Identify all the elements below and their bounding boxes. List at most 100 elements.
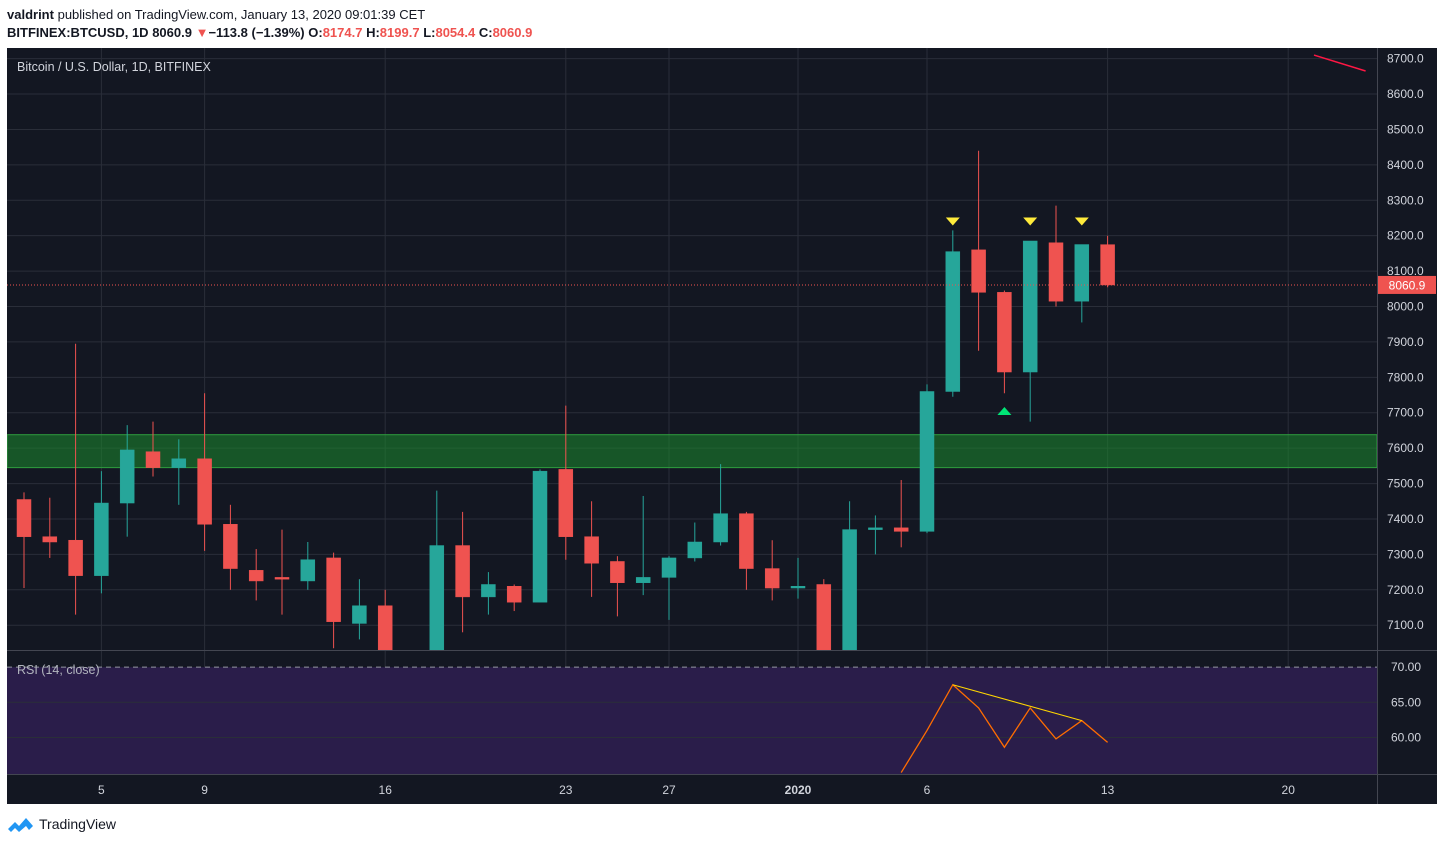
candle-body [558,469,574,537]
candle-body [868,527,883,530]
low-value: 8054.4 [435,25,476,40]
price-tick-label: 7800.0 [1387,370,1424,384]
bearish-marker-icon [945,217,960,226]
rsi-line [900,683,1109,773]
candle-body [532,470,548,603]
close-label: C: [478,25,493,40]
last-price-label: 8060.9 [1389,278,1426,292]
candle-body [1048,242,1064,302]
candle-body [248,570,264,582]
candle-body [764,568,780,589]
price-tick-label: 8300.0 [1387,193,1424,207]
price-tick-label: 8200.0 [1387,229,1424,243]
price-change: −113.8 (−1.39%) [208,25,305,40]
tradingview-logo-icon[interactable] [7,814,35,834]
candle-body [223,524,238,569]
candle-body [893,527,909,532]
open-label: O: [308,25,323,40]
price-tick-label: 7100.0 [1387,618,1424,632]
footer: TradingView [7,813,116,835]
last-price: 8060.9 [152,25,192,40]
interval[interactable]: 1D [131,25,149,40]
candle-body [429,545,445,651]
candle-body [687,541,703,559]
symbol-info: BITFINEX:BTCUSD, 1D 8060.9 ▼−113.8 (−1.3… [7,25,533,40]
price-tick-label: 8400.0 [1387,158,1424,172]
candle-body [94,502,109,576]
candle-body [68,539,83,576]
low-label: L: [423,25,436,40]
price-tick-label: 7500.0 [1387,477,1424,491]
candle-body [171,458,187,468]
rsi-tick-label: 60.00 [1391,730,1421,744]
candle-body [610,561,625,583]
price-tick-label: 7200.0 [1387,583,1424,597]
candle-body [739,513,754,569]
rsi-tick-label: 65.00 [1391,695,1421,709]
bullish-marker-icon [997,406,1012,415]
last-price-tag [1378,275,1436,294]
chart-header: valdrint published on TradingView.com, J… [7,6,532,42]
chart-svg[interactable]: 8060.9 7100.0 7200.0 7300.0 7400.0 7500.0 760… [7,48,1437,804]
price-tick-label: 8700.0 [1387,52,1424,66]
bearish-marker-icon [1023,217,1038,226]
time-tick-label: 20 [1282,783,1296,797]
candle-body [300,559,316,582]
candle-body [145,451,161,468]
candle-body [971,249,986,293]
time-tick-label: 16 [379,783,393,797]
candle-body [377,605,393,651]
rsi-title: RSI (14, close) [17,663,100,677]
price-tick-label: 8000.0 [1387,300,1424,314]
price-tick-label: 7400.0 [1387,512,1424,526]
rsi-band [7,667,1377,774]
time-tick-label: 6 [924,783,931,797]
candle-body [481,584,496,598]
downtrend-line [1313,54,1366,72]
time-tick-label: 5 [98,783,105,797]
price-tick-label: 7900.0 [1387,335,1424,349]
candle-body [1074,244,1090,302]
rsi-tick-label: 70.00 [1391,660,1421,674]
candle-body [506,586,522,603]
price-tick-label: 7700.0 [1387,406,1424,420]
candle-body [197,458,212,525]
candle-body [584,536,599,564]
brand-name: TradingView [39,816,117,832]
rsi-divergence-line [952,684,1082,722]
candle-body [42,536,58,543]
time-tick-label: 23 [559,783,573,797]
candle-body [919,391,935,532]
candle-body [790,586,806,589]
chart-title: Bitcoin / U.S. Dollar, 1D, BITFINEX [17,60,211,74]
chart-frame[interactable]: 8060.9 7100.0 7200.0 7300.0 7400.0 7500.0 760… [7,48,1437,804]
author-name[interactable]: valdrint [7,7,54,22]
time-tick-label: 2020 [785,783,812,797]
candle-body [326,557,341,622]
price-tick-label: 8500.0 [1387,122,1424,136]
candle-body [16,499,32,537]
candle-body [997,292,1012,373]
price-tick-label: 8600.0 [1387,87,1424,101]
published-text: published on TradingView.com, January 13… [57,7,426,22]
publish-info: valdrint published on TradingView.com, J… [7,6,532,24]
bearish-marker-icon [1074,217,1089,226]
candle-body [1100,244,1115,286]
candle-body [1022,240,1038,373]
high-value: 8199.7 [379,25,420,40]
support-zone [7,434,1378,469]
time-tick-label: 27 [662,783,676,797]
candle-body [119,449,135,504]
candle-body [945,251,961,392]
candle-body [713,513,728,543]
candle-body [842,529,857,651]
time-tick-label: 9 [201,783,208,797]
candle-body [816,584,832,651]
candle-body [352,605,367,624]
symbol[interactable]: BITFINEX:BTCUSD [7,25,125,40]
candle-body [661,557,677,578]
time-tick-label: 13 [1101,783,1115,797]
price-tick-label: 8100.0 [1387,264,1424,278]
candle-body [274,577,290,580]
price-tick-label: 7300.0 [1387,547,1424,561]
